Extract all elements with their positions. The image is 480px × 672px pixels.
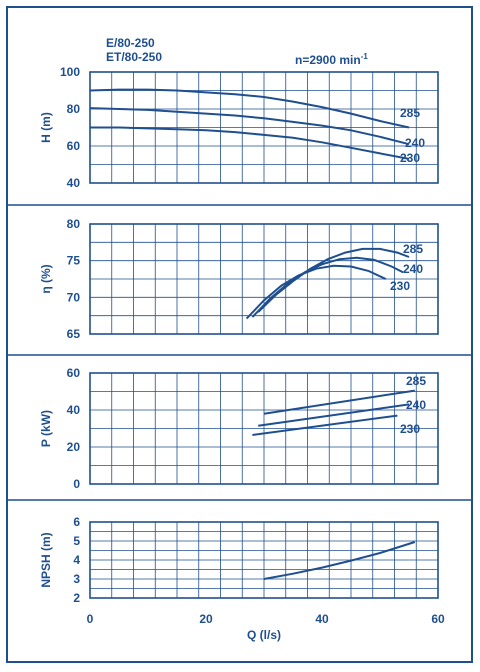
series-line-240 [89, 107, 410, 146]
x-tick-label: 0 [87, 612, 94, 626]
series-line-230 [90, 126, 410, 160]
y-tick-label: 3 [73, 572, 80, 586]
efficiency-panel: 65 70 75 80 η (%) 285 240 230 [39, 217, 439, 341]
speed-label: n=2900 min-1 [295, 52, 368, 67]
series-label-230: 230 [400, 422, 420, 436]
series-line-285 [263, 389, 415, 415]
x-axis-label: Q (l/s) [247, 628, 281, 642]
y-tick-label: 40 [67, 403, 81, 417]
y-tick-label: 80 [67, 102, 81, 116]
y-tick-label: 6 [73, 515, 80, 529]
series-label-230: 230 [400, 151, 420, 165]
power-panel: 0 20 40 60 P (kW) 285 240 230 [39, 366, 439, 491]
series-label-230: 230 [390, 279, 410, 293]
x-tick-label: 40 [315, 612, 329, 626]
y-tick-label: 2 [73, 591, 80, 605]
model-label-1: E/80-250 [106, 36, 155, 50]
y-tick-label: 40 [67, 176, 81, 190]
x-tick-label: 20 [199, 612, 213, 626]
y-axis-label: η (%) [39, 264, 53, 293]
series-line-230 [252, 414, 398, 436]
series-label-285: 285 [400, 106, 420, 120]
npsh-panel: 2 3 4 5 6 NPSH (m) 0 20 40 60 Q (l/s) [39, 515, 445, 642]
x-tick-label: 60 [431, 612, 445, 626]
y-tick-label: 65 [67, 327, 81, 341]
model-label-2: ET/80-250 [106, 50, 162, 64]
y-tick-label: 80 [67, 217, 81, 231]
y-axis-label: H (m) [39, 112, 53, 143]
series-label-240: 240 [405, 136, 425, 150]
series-line-230 [245, 264, 387, 320]
series-line-240 [258, 403, 410, 427]
series-line-285 [89, 88, 410, 129]
y-axis-label: NPSH (m) [39, 532, 53, 587]
y-axis-label: P (kW) [39, 410, 53, 447]
y-tick-label: 60 [67, 139, 81, 153]
series-line-285 [257, 247, 410, 313]
series-label-240: 240 [403, 262, 423, 276]
y-tick-label: 75 [67, 254, 81, 268]
plot-border [89, 223, 439, 335]
y-tick-label: 4 [73, 553, 80, 567]
y-tick-label: 20 [67, 440, 81, 454]
y-tick-label: 5 [73, 534, 80, 548]
series-label-285: 285 [406, 374, 426, 388]
y-tick-label: 70 [67, 290, 81, 304]
plot-border [89, 521, 439, 599]
series-label-285: 285 [403, 242, 423, 256]
y-tick-label: 0 [73, 477, 80, 491]
series-line-npsh [263, 541, 416, 580]
y-tick-label: 60 [67, 366, 81, 380]
plot-border [89, 372, 439, 485]
series-label-240: 240 [406, 398, 426, 412]
series-line-240 [251, 256, 404, 318]
y-tick-label: 100 [60, 65, 80, 79]
